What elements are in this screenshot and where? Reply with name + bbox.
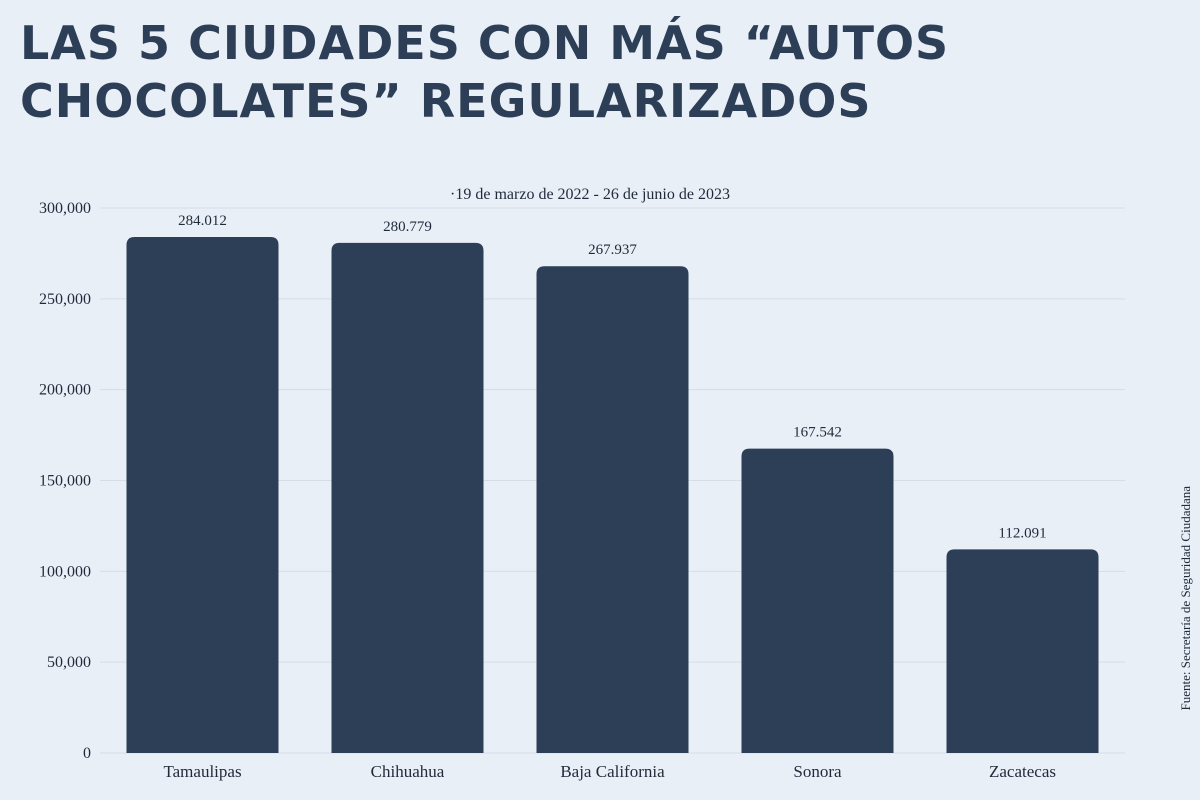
x-category-label: Baja California [560,762,665,781]
bar-chart: 0 50,000 100,000 150,000 200,000 250,000 300,0… [39,200,1125,781]
bar-chihuahua [331,242,484,753]
bar-value-label: 267.937 [588,242,637,258]
bar-tamaulipas [126,237,279,753]
y-tick-label: 100,000 [39,563,91,580]
bar-value-label: 167.542 [793,425,842,441]
source-note: Fuente: Secretaría de Seguridad Ciudadan… [1178,486,1193,711]
x-category-label: Chihuahua [371,762,445,781]
x-category-label: Sonora [793,762,842,781]
y-tick-label: 150,000 [39,473,91,490]
bar-sonora [741,448,894,753]
chart-title-line-1: LAS 5 CIUDADES CON MÁS “AUTOS [20,16,950,70]
bar-value-label: 112.091 [998,525,1046,541]
x-category-label: Tamaulipas [163,762,241,781]
chart-title: LAS 5 CIUDADES CON MÁS “AUTOS CHOCOLATES… [20,14,1020,130]
y-tick-label: 50,000 [47,654,91,671]
y-tick-label: 300,000 [39,200,91,217]
y-tick-label: 250,000 [39,291,91,308]
chart-subtitle: ·19 de marzo de 2022 - 26 de junio de 20… [450,186,730,203]
bar-value-label: 280.779 [383,219,432,235]
y-tick-label: 0 [83,745,91,762]
bar-zacatecas [946,549,1099,753]
bar-baja-california [536,266,689,753]
x-category-label: Zacatecas [989,762,1056,781]
chart-title-line-2: CHOCOLATES” REGULARIZADOS [20,74,872,128]
bar-value-label: 284.012 [178,213,227,229]
y-tick-label: 200,000 [39,382,91,399]
